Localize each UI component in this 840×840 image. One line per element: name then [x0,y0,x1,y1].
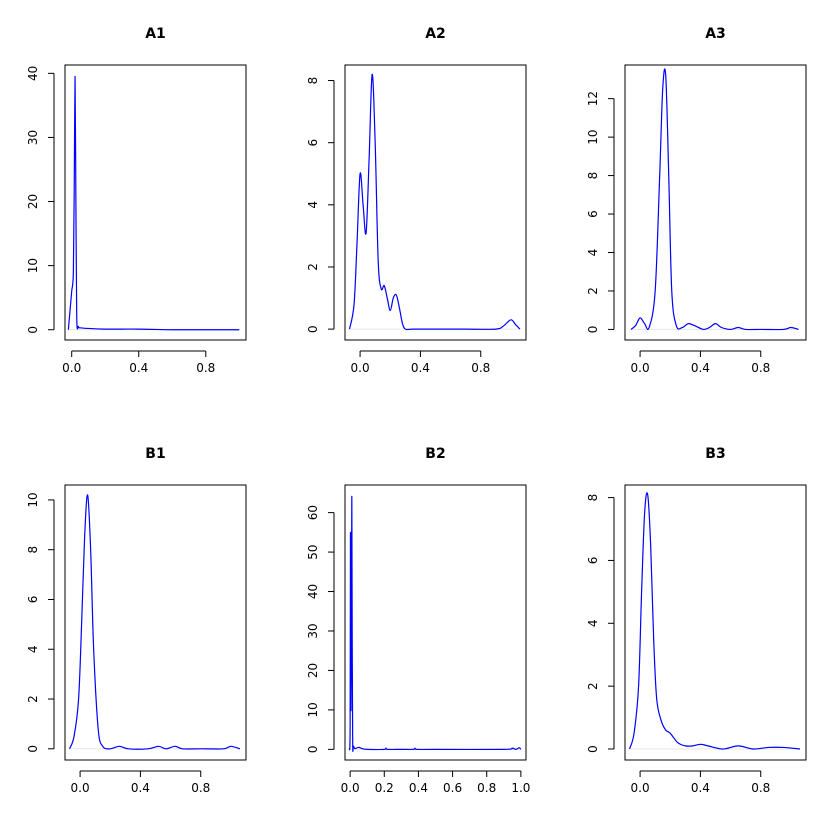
x-tick-label: 0.0 [351,361,370,375]
y-tick-label: 0 [26,745,40,753]
panel-title: B1 [145,446,165,462]
y-tick-label: 2 [586,682,600,690]
y-tick-label: 6 [26,596,40,604]
x-tick-label: 0.4 [131,781,150,795]
panel-a2: A2 0.0 0.4 0.8 0 2 4 6 8 [306,26,527,375]
x-tick-label: 0.6 [443,781,462,795]
y-tick-label: 6 [586,210,600,218]
y-tick-label: 0 [306,746,320,754]
y-tick-label: 50 [306,544,320,559]
plot-frame [64,484,247,761]
x-tick-label: 0.8 [477,781,496,795]
y-tick-label: 10 [26,258,40,273]
y-tick-label: 4 [306,201,320,209]
panel-a1: A1 0.0 0.4 0.8 0 10 20 30 40 [26,26,247,375]
x-tick-label: 0.8 [751,361,770,375]
x-tick-label: 0.4 [409,781,428,795]
x-tick-label: 1.0 [511,781,530,795]
y-tick-label: 20 [26,194,40,209]
plot-frame [624,64,807,341]
panel-b2: B2 0.0 0.2 0.4 0.6 0.8 1.0 0 10 20 30 40 50 60 [306,446,530,795]
x-tick-label: 0.0 [341,781,360,795]
y-tick-label: 60 [306,505,320,520]
plot-frame [344,484,527,761]
y-tick-label: 0 [306,325,320,333]
density-curve [630,68,799,331]
density-curve [67,75,240,331]
y-tick-label: 12 [586,91,600,106]
panel-title: A2 [425,26,446,42]
x-tick-label: 0.4 [691,361,710,375]
x-tick-label: 0.8 [471,361,490,375]
y-tick-label: 0 [586,745,600,753]
y-tick-label: 8 [26,546,40,554]
panel-title: A1 [145,26,166,42]
y-tick-label: 20 [306,663,320,678]
y-tick-label: 6 [586,557,600,565]
y-tick-label: 8 [586,172,600,180]
x-tick-label: 0.8 [196,361,215,375]
y-tick-label: 8 [306,77,320,85]
density-curve [68,494,241,750]
density-curve [628,492,801,750]
x-tick-label: 0.0 [631,781,650,795]
y-tick-label: 30 [306,623,320,638]
x-tick-label: 0.8 [191,781,210,795]
y-tick-label: 4 [586,249,600,257]
y-tick-label: 8 [586,494,600,502]
x-tick-label: 0.4 [129,361,148,375]
y-tick-label: 0 [586,326,600,334]
y-tick-label: 2 [306,263,320,271]
x-tick-label: 0.0 [631,361,650,375]
panel-title: B3 [705,446,725,462]
y-tick-label: 4 [586,619,600,627]
x-tick-label: 0.0 [62,361,81,375]
y-tick-label: 2 [586,287,600,295]
panel-title: B2 [425,446,445,462]
density-curve [348,73,521,331]
y-tick-label: 2 [26,695,40,703]
x-tick-label: 0.2 [375,781,394,795]
density-curve [348,496,522,752]
plot-frame [64,64,247,341]
y-tick-label: 40 [26,66,40,81]
y-tick-label: 0 [26,326,40,334]
x-tick-label: 0.8 [751,781,770,795]
y-tick-label: 10 [306,702,320,717]
x-tick-label: 0.0 [71,781,90,795]
panel-a3: A3 0.0 0.4 0.8 0 2 4 6 8 10 12 [586,26,807,375]
panel-b3: B3 0.0 0.4 0.8 0 2 4 6 8 [586,446,807,795]
y-tick-label: 10 [586,129,600,144]
y-tick-label: 40 [306,584,320,599]
y-tick-label: 6 [306,139,320,147]
x-tick-label: 0.4 [691,781,710,795]
y-tick-label: 10 [26,492,40,507]
x-tick-label: 0.4 [411,361,430,375]
panel-b1: B1 0.0 0.4 0.8 0 2 4 6 8 10 [26,446,247,795]
plot-frame [624,484,807,761]
panel-title: A3 [705,26,726,42]
plot-frame [344,64,527,341]
y-tick-label: 30 [26,130,40,145]
y-tick-label: 4 [26,645,40,653]
